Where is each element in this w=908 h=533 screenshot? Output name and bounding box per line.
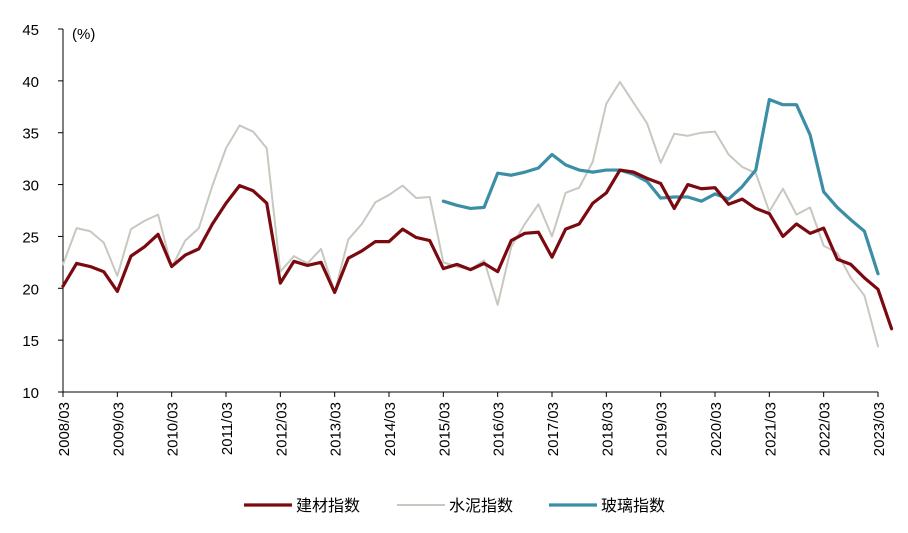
unit-label: (%) <box>72 26 95 43</box>
y-tick-label: 10 <box>22 385 39 402</box>
y-tick-label: 30 <box>22 178 39 195</box>
legend-label-3: 玻璃指数 <box>601 496 665 515</box>
series-line-2 <box>62 80 879 348</box>
y-tick-label: 45 <box>22 22 39 39</box>
series-line-3 <box>441 97 880 276</box>
y-tick-label: 20 <box>22 281 39 298</box>
x-tick-label: 2012/03 <box>273 402 290 456</box>
x-tick-label: 2010/03 <box>165 402 182 456</box>
legend-label-2: 水泥指数 <box>449 496 513 515</box>
y-tick-label: 35 <box>22 126 39 143</box>
x-tick-label: 2023/03 <box>871 402 888 456</box>
x-tick-label: 2021/03 <box>762 402 779 456</box>
x-tick-label: 2020/03 <box>708 402 725 456</box>
x-tick-label: 2019/03 <box>654 402 671 456</box>
y-tick-label: 25 <box>22 229 39 246</box>
x-tick-label: 2011/03 <box>219 402 236 455</box>
x-tick-label: 2022/03 <box>817 402 834 456</box>
series-layer <box>61 80 894 348</box>
x-tick-label: 2008/03 <box>56 402 73 456</box>
x-tick-label: 2017/03 <box>545 402 562 456</box>
y-tick-label: 15 <box>22 333 39 350</box>
x-tick-label: 2013/03 <box>328 402 345 456</box>
legend: 建材指数 水泥指数 玻璃指数 <box>244 496 665 515</box>
x-tick-label: 2018/03 <box>599 402 616 456</box>
x-tick-label: 2015/03 <box>436 402 453 456</box>
x-axis: 2008/03 2009/03 2010/03 2011/03 2012/03 2013/… <box>56 391 888 456</box>
x-tick-label: 2016/03 <box>491 402 508 456</box>
y-tick-label: 40 <box>22 74 39 91</box>
x-tick-label: 2009/03 <box>110 402 127 456</box>
y-axis: 10 15 20 25 30 35 40 45 <box>22 22 64 402</box>
x-tick-label: 2014/03 <box>382 402 399 456</box>
series-line-1 <box>61 168 894 331</box>
legend-label-1: 建材指数 <box>296 496 360 515</box>
